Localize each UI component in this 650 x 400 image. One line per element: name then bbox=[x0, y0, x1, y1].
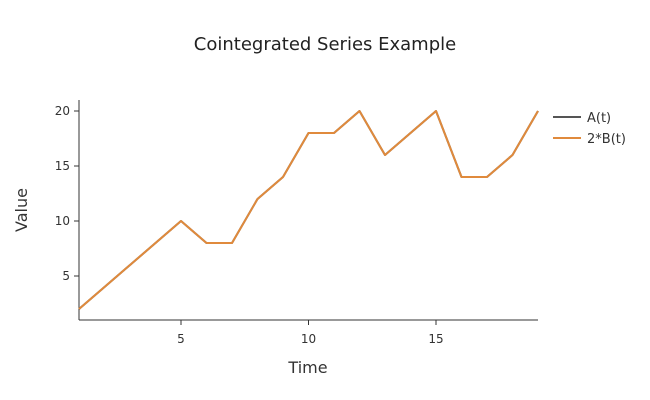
y-tick-label: 15 bbox=[55, 159, 70, 173]
x-tick-label: 15 bbox=[428, 332, 443, 346]
legend-label: 2*B(t) bbox=[587, 132, 626, 147]
x-ticks: 5 10 15 bbox=[177, 320, 444, 346]
y-ticks: 5 10 15 20 bbox=[55, 104, 79, 283]
legend-item[interactable]: 2*B(t) bbox=[553, 132, 626, 147]
chart-title: Cointegrated Series Example bbox=[194, 34, 456, 55]
x-tick-label: 5 bbox=[177, 332, 185, 346]
y-tick-label: 10 bbox=[55, 214, 70, 228]
legend-label: A(t) bbox=[587, 111, 611, 126]
y-tick-label: 5 bbox=[62, 269, 70, 283]
series-group bbox=[78, 110, 539, 310]
legend: A(t) 2*B(t) bbox=[553, 111, 626, 147]
y-axis-title: Value bbox=[12, 188, 31, 232]
x-axis-title: Time bbox=[287, 358, 327, 377]
x-tick-label: 10 bbox=[301, 332, 316, 346]
series-line-1 bbox=[78, 110, 539, 310]
legend-item[interactable]: A(t) bbox=[553, 111, 611, 126]
series-line-0 bbox=[78, 110, 539, 310]
y-tick-label: 20 bbox=[55, 104, 70, 118]
